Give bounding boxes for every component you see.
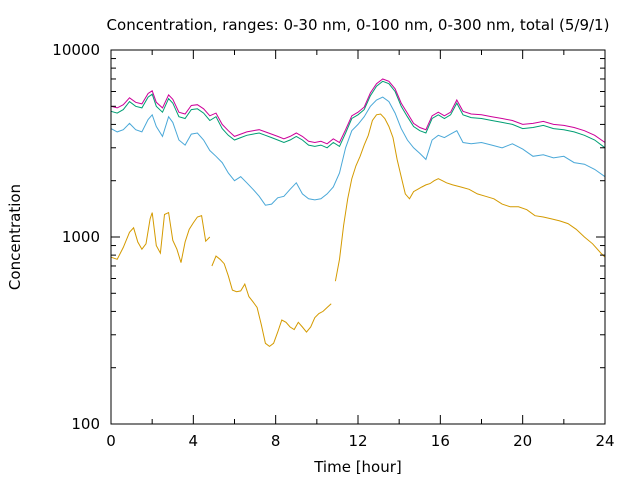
x-tick-label: 24: [595, 432, 614, 450]
tick-label-layer: 0 4 8 12 16 20 24 100 1000 10000: [52, 41, 614, 450]
chart-title: Concentration, ranges: 0-30 nm, 0-100 nm…: [107, 16, 610, 34]
tick-layer: [110, 49, 606, 425]
series-0-line-segment-0: [110, 211, 211, 263]
series-0-line-segment-1: [211, 255, 332, 348]
y-axis-label: Concentration: [6, 184, 24, 290]
x-tick-label: 12: [348, 432, 367, 450]
x-axis-label: Time [hour]: [313, 458, 402, 476]
series-3-line-segment-0: [110, 78, 606, 145]
series-layer: [110, 78, 606, 348]
series-0-line-segment-2: [334, 113, 606, 282]
series-1-line-segment-0: [110, 96, 606, 206]
y-tick-label: 1000: [62, 228, 100, 246]
x-tick-label: 16: [431, 432, 450, 450]
plot-frame: [110, 49, 606, 425]
y-tick-label: 100: [71, 415, 100, 433]
series-2-line-segment-0: [110, 80, 606, 149]
x-tick-label: 0: [106, 432, 116, 450]
y-tick-label: 10000: [52, 41, 100, 59]
x-tick-label: 8: [271, 432, 281, 450]
x-tick-label: 20: [513, 432, 532, 450]
x-tick-label: 4: [189, 432, 199, 450]
